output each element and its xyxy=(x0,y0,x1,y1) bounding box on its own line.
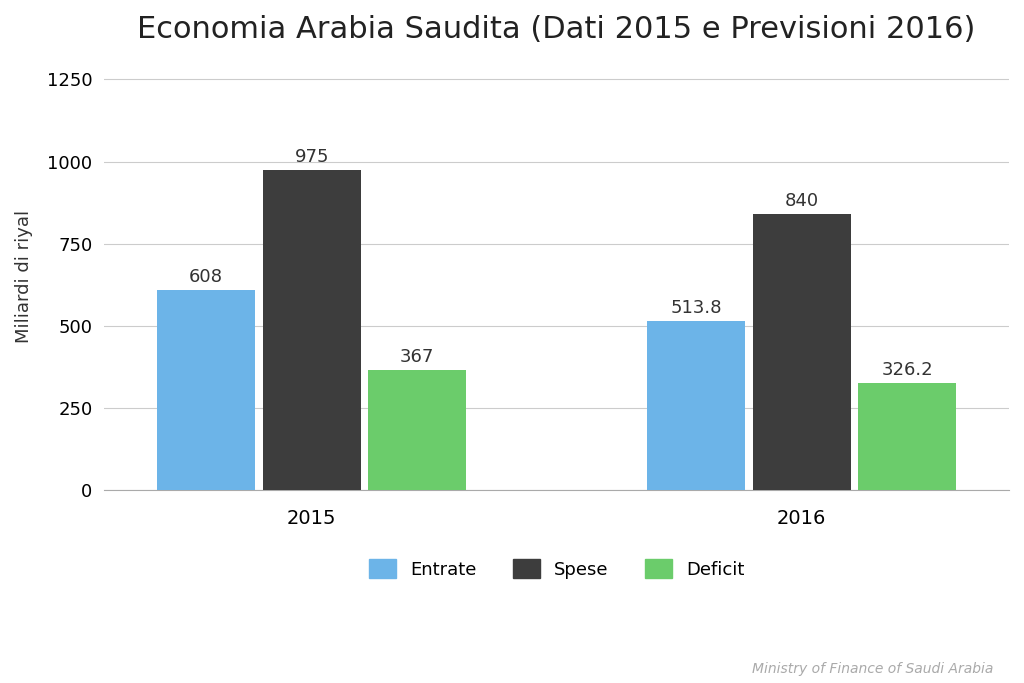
Text: Ministry of Finance of Saudi Arabia: Ministry of Finance of Saudi Arabia xyxy=(752,663,993,676)
Bar xyxy=(157,290,255,490)
Text: 513.8: 513.8 xyxy=(671,299,722,318)
Bar xyxy=(262,170,360,490)
Title: Economia Arabia Saudita (Dati 2015 e Previsioni 2016): Economia Arabia Saudita (Dati 2015 e Pre… xyxy=(137,15,976,44)
Y-axis label: Miliardi di riyal: Miliardi di riyal xyxy=(15,210,33,343)
Legend: Entrate, Spese, Deficit: Entrate, Spese, Deficit xyxy=(359,550,754,588)
Text: 840: 840 xyxy=(784,192,819,210)
Bar xyxy=(368,370,466,490)
Text: 608: 608 xyxy=(189,268,223,286)
Text: 367: 367 xyxy=(400,348,434,365)
Bar xyxy=(753,214,851,490)
Bar xyxy=(858,383,956,490)
Bar xyxy=(647,321,745,490)
Text: 975: 975 xyxy=(294,148,329,166)
Text: 326.2: 326.2 xyxy=(882,361,933,379)
